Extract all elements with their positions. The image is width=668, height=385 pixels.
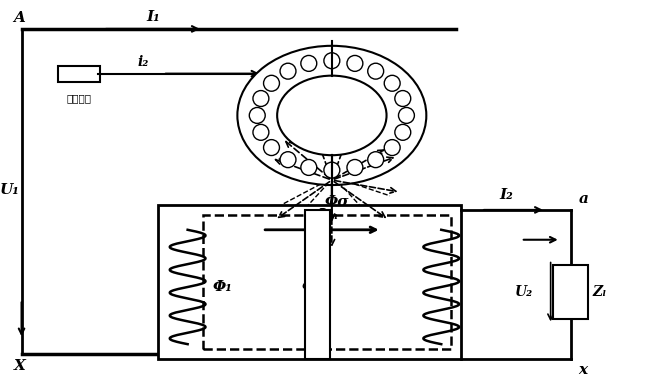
Circle shape bbox=[249, 107, 265, 123]
Circle shape bbox=[324, 162, 340, 178]
Bar bbox=[158, 205, 461, 359]
Circle shape bbox=[384, 140, 400, 156]
Text: U₂: U₂ bbox=[514, 285, 533, 299]
Circle shape bbox=[367, 63, 383, 79]
Text: 保护装置: 保护装置 bbox=[67, 94, 92, 104]
Circle shape bbox=[280, 152, 296, 167]
Circle shape bbox=[280, 63, 296, 79]
Text: Φ₂: Φ₂ bbox=[302, 280, 322, 294]
Text: Φ₁: Φ₁ bbox=[212, 280, 232, 294]
Circle shape bbox=[395, 124, 411, 140]
Text: A: A bbox=[13, 11, 25, 25]
Circle shape bbox=[395, 90, 411, 107]
Text: I₂: I₂ bbox=[499, 188, 513, 202]
Bar bbox=[305, 210, 330, 359]
Text: U₁: U₁ bbox=[0, 183, 19, 197]
Circle shape bbox=[399, 107, 414, 123]
Bar bbox=[202, 215, 451, 349]
Ellipse shape bbox=[237, 46, 426, 185]
Circle shape bbox=[347, 55, 363, 71]
Text: I₁: I₁ bbox=[146, 10, 160, 24]
Circle shape bbox=[324, 53, 340, 69]
Circle shape bbox=[264, 140, 279, 156]
Circle shape bbox=[264, 75, 279, 91]
Circle shape bbox=[301, 55, 317, 71]
Bar bbox=[552, 264, 589, 319]
Circle shape bbox=[347, 159, 363, 176]
Text: Zₗ: Zₗ bbox=[593, 285, 607, 299]
Circle shape bbox=[253, 124, 269, 140]
Ellipse shape bbox=[277, 75, 387, 155]
Circle shape bbox=[367, 152, 383, 167]
Circle shape bbox=[301, 159, 317, 176]
Text: Φₘ: Φₘ bbox=[315, 208, 339, 222]
Text: i₂: i₂ bbox=[137, 55, 148, 69]
Text: a: a bbox=[578, 192, 589, 206]
Circle shape bbox=[253, 90, 269, 107]
Text: X: X bbox=[13, 359, 25, 373]
Text: Φσ: Φσ bbox=[325, 195, 349, 209]
Text: x: x bbox=[578, 363, 588, 377]
Circle shape bbox=[384, 75, 400, 91]
Bar bbox=[58, 66, 100, 82]
